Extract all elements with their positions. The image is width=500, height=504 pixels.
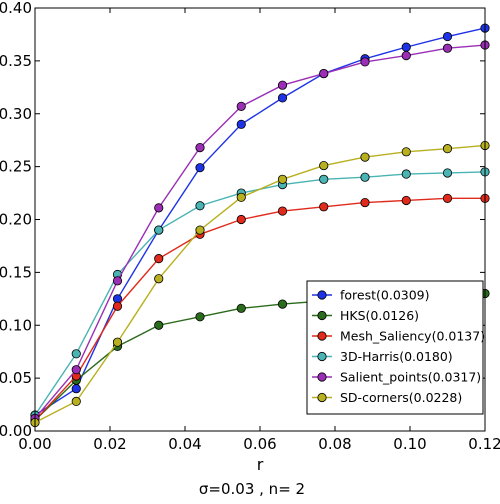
data-point [319, 174, 329, 184]
legend-box [306, 280, 484, 415]
data-point [277, 206, 288, 216]
data-point [195, 142, 205, 153]
data-point [401, 169, 411, 179]
data-point [360, 197, 370, 208]
data-point [71, 365, 81, 375]
x-axis-label: r [257, 455, 264, 474]
data-point [319, 202, 329, 212]
data-point [360, 172, 370, 182]
data-point [195, 312, 205, 322]
legend-marker [317, 310, 327, 321]
legend-marker [317, 351, 327, 362]
y-tick-label: 0.00 [0, 422, 32, 440]
data-point [277, 174, 288, 184]
data-point [154, 203, 164, 213]
legend-label: Salient_points(0.0317) [340, 370, 481, 385]
y-tick-label: 0.10 [0, 316, 32, 334]
data-point [360, 57, 370, 67]
x-tick-label: 0.08 [318, 435, 351, 453]
data-point [71, 384, 81, 394]
data-point [442, 168, 453, 178]
series-line-0 [34, 27, 486, 416]
legend-label: HKS(0.0126) [340, 308, 419, 323]
y-tick-label: 0.35 [0, 52, 32, 70]
data-point [319, 160, 329, 171]
data-point [401, 147, 411, 157]
x-tick-label: 0.06 [243, 435, 276, 453]
legend-label: SD-corners(0.0228) [340, 390, 462, 405]
data-point [401, 42, 411, 52]
series-line-5 [34, 144, 486, 424]
data-point [442, 193, 453, 203]
x-tick-label: 0.00 [18, 435, 51, 453]
x-tick-label: 0.04 [168, 435, 201, 453]
y-tick-label: 0.05 [0, 369, 32, 387]
data-point [401, 50, 411, 61]
legend-marker [317, 290, 327, 300]
data-point [71, 396, 81, 406]
data-point [277, 93, 288, 103]
data-point [154, 274, 164, 284]
data-point [442, 31, 453, 42]
legend-marker [317, 392, 327, 403]
data-point [236, 119, 246, 129]
y-tick-label: 0.40 [0, 0, 32, 17]
data-point [236, 214, 246, 225]
series-line-4 [34, 44, 486, 419]
y-tick-label: 0.30 [0, 105, 32, 123]
data-point [236, 303, 246, 313]
legend-marker [317, 372, 327, 382]
y-tick-label: 0.15 [0, 263, 32, 281]
data-point [319, 68, 329, 79]
data-point [195, 201, 205, 211]
data-point [236, 101, 246, 111]
data-point [112, 301, 123, 311]
data-point [195, 163, 205, 173]
data-point [195, 225, 205, 235]
data-point [71, 349, 81, 359]
data-point [154, 320, 164, 330]
data-point [154, 254, 164, 264]
data-point [401, 195, 411, 206]
chart-caption: σ=0.03 , n= 2 [199, 480, 305, 498]
data-point [236, 192, 246, 202]
data-point [154, 225, 164, 235]
legend-label: forest(0.0309) [340, 288, 430, 303]
legend: forest(0.0309) HKS(0.0126) Mesh_Saliency(0… [306, 280, 485, 415]
data-point [442, 144, 453, 154]
data-point [360, 152, 370, 162]
data-point [277, 80, 288, 90]
data-point [112, 337, 123, 347]
axes: 0.00 0.02 0.04 0.06 0.08 0.10 0.12 0.00 0.05 0.10… [0, 0, 500, 453]
y-tick-label: 0.25 [0, 158, 32, 176]
legend-label: Mesh_Saliency(0.0137) [340, 329, 485, 344]
x-tick-label: 0.02 [93, 435, 126, 453]
data-point [112, 276, 123, 286]
x-tick-label: 0.12 [468, 435, 500, 453]
x-tick-label: 0.10 [393, 435, 426, 453]
y-tick-label: 0.20 [0, 211, 32, 229]
legend-label: 3D-Harris(0.0180) [340, 349, 453, 364]
legend-marker [317, 331, 327, 341]
data-point [442, 43, 453, 53]
series-line-2 [34, 197, 485, 421]
data-point [277, 299, 288, 309]
